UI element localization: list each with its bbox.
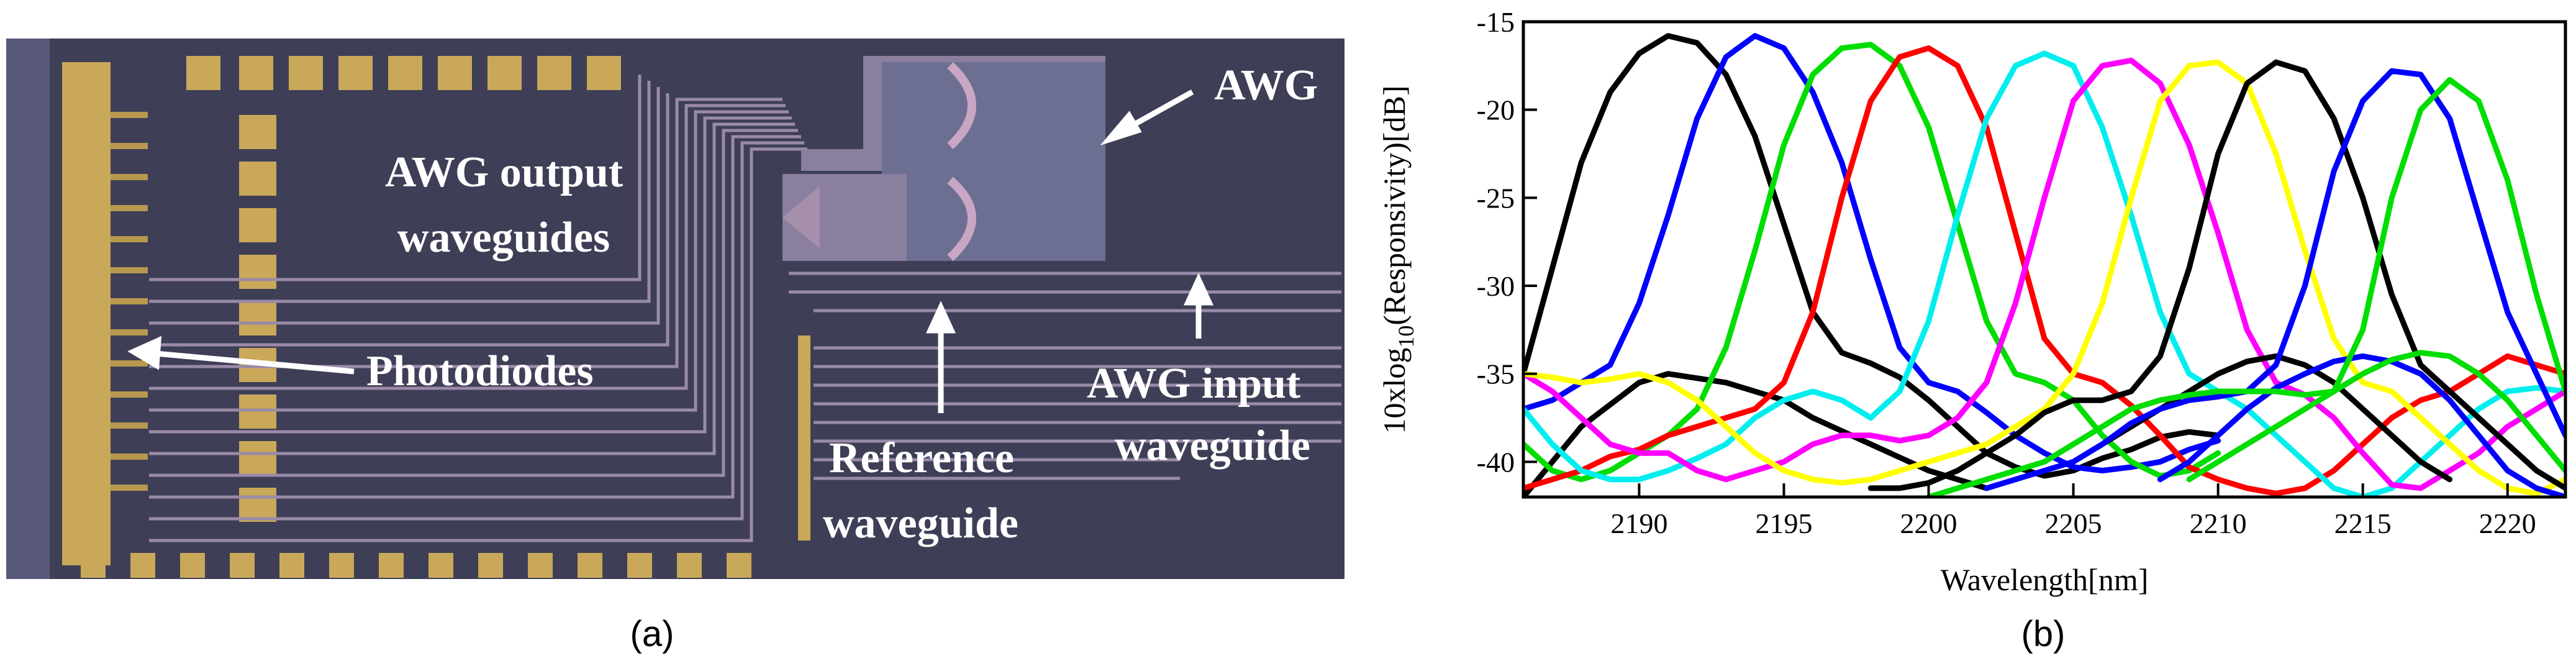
y-tick-label: -15: [1477, 6, 1515, 38]
y-tick-label: -40: [1477, 446, 1515, 478]
x-tick-label: 2190: [1610, 508, 1667, 539]
series-line-10: [1984, 68, 2565, 491]
chip-edge: [6, 39, 50, 579]
input-reference-waveguides: [789, 271, 1341, 480]
series-line-2: [1523, 33, 2221, 473]
series-line-5: [1523, 50, 2565, 497]
series-line-12: [1926, 77, 2565, 497]
annotation-arrows: [127, 89, 1214, 413]
series-line-0: [1523, 33, 2221, 479]
panel-a-caption: (a): [630, 614, 674, 654]
y-tick-label: -25: [1477, 182, 1515, 214]
awg-output-label-line2: waveguides: [397, 214, 610, 262]
x-tick-label: 2220: [2479, 508, 2536, 539]
x-axis-label: Wavelength[nm]: [1941, 562, 2149, 597]
awg-input-label-line1: AWG input: [1087, 360, 1300, 408]
x-tick-label: 2215: [2334, 508, 2392, 539]
reference-label-line2: waveguide: [823, 500, 1018, 547]
panel-b: 2190 2195 2200 2205 2210 2215 2220 -15 -20 -25 -30…: [1377, 6, 2567, 654]
top-bond-pads: [186, 56, 621, 90]
x-tick-label: 2200: [1900, 508, 1957, 539]
metal-bar: [798, 335, 810, 541]
awg-label: AWG: [1214, 62, 1318, 109]
series-line-8: [1867, 59, 2565, 491]
photodiodes-label: Photodiodes: [366, 347, 594, 395]
tick-layer: 2190 2195 2200 2205 2210 2215 2220 -15 -20 -25 -30…: [1477, 6, 2536, 539]
awg-output-label-line1: AWG output: [385, 148, 623, 196]
y-axis-label: 10xlog10(Responsivity)[dB]: [1377, 86, 1418, 434]
series-line-7: [1523, 59, 2565, 496]
series-line-13: [2186, 350, 2565, 483]
panel-a: AWG AWG output waveguides Photodiodes AW…: [6, 39, 1345, 654]
x-tick-label: 2210: [2190, 508, 2247, 539]
photodiode-fingers: [111, 112, 148, 491]
x-tick-label: 2195: [1756, 508, 1813, 539]
series-layer: [1523, 33, 2565, 497]
series-line-11: [2157, 353, 2565, 497]
reference-label-line1: Reference: [829, 434, 1014, 482]
series-line-4: [1523, 45, 2565, 496]
series-line-6: [1523, 57, 2565, 491]
y-tick-label: -30: [1477, 270, 1515, 302]
awg-input-label-line2: waveguide: [1115, 422, 1310, 470]
series-line-1: [1523, 371, 1990, 497]
y-tick-label: -20: [1477, 94, 1515, 126]
awg-output-waveguides: [149, 75, 807, 542]
plot-frame: [1522, 20, 2567, 499]
awg-body: [782, 56, 1105, 262]
pad-column: [239, 115, 276, 522]
photodiode-bus: [62, 62, 111, 565]
photodiodes-arrow: [148, 350, 355, 375]
panel-b-caption: (b): [2021, 614, 2066, 654]
y-tick-label: -35: [1477, 358, 1515, 390]
x-tick-label: 2205: [2045, 508, 2102, 539]
